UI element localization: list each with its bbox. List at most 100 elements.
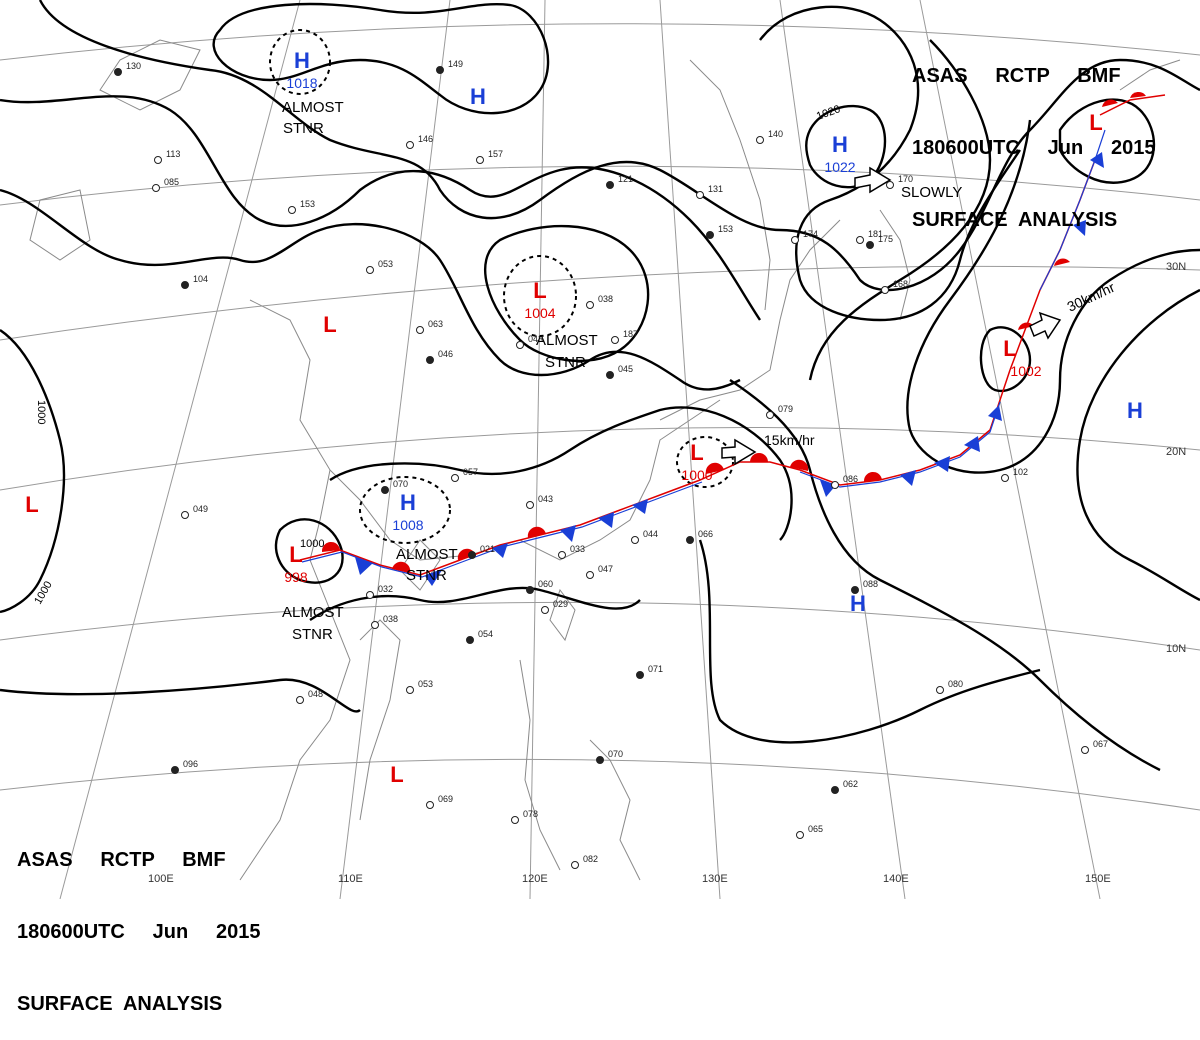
isobar	[309, 586, 641, 621]
station-value: 085	[164, 177, 179, 187]
dashed-centers	[269, 29, 734, 544]
isobar	[38, 0, 1200, 292]
station-value: 080	[948, 679, 963, 689]
station-marker	[586, 301, 594, 309]
station-value: 029	[553, 599, 568, 609]
station-marker	[288, 206, 296, 214]
station-value: 170	[898, 174, 913, 184]
station-marker	[296, 696, 304, 704]
station-value: 048	[308, 689, 323, 699]
station-marker	[468, 551, 476, 559]
station-value: 113	[166, 149, 180, 159]
station-value: 067	[1093, 739, 1108, 749]
station-value: 168	[893, 279, 908, 289]
station-value: 044	[643, 529, 658, 539]
isobar	[0, 188, 741, 391]
station-value: 038	[383, 614, 398, 624]
station-marker	[596, 756, 604, 764]
station-marker	[426, 356, 434, 364]
isobar	[808, 39, 992, 381]
station-value: 021	[480, 544, 495, 554]
station-value: 049	[193, 504, 208, 514]
pressure-value: 1004	[524, 305, 555, 321]
station-value: 181	[868, 229, 883, 239]
station-marker	[436, 66, 444, 74]
station-value: 047	[598, 564, 613, 574]
almost-stnr-label: STNR	[406, 567, 447, 584]
station-marker	[426, 801, 434, 809]
station-marker	[706, 231, 714, 239]
longitude-lines	[59, 0, 1101, 899]
pressure-value: 1022	[824, 159, 855, 175]
station-marker	[571, 861, 579, 869]
low-pressure-center: L	[1003, 336, 1016, 361]
low-pressure-center: L	[323, 312, 336, 337]
high-pressure-center: H	[832, 132, 848, 157]
header-subtitle: SURFACE ANALYSIS	[17, 993, 223, 1015]
almost-stnr-label: ALMOST	[282, 99, 344, 116]
station-value: 054	[478, 629, 493, 639]
isobar	[1058, 98, 1155, 184]
station-value: 062	[843, 779, 858, 789]
lat-label: 20N	[1166, 446, 1186, 458]
pressure-value: 1018	[286, 75, 317, 91]
station-marker	[526, 501, 534, 509]
station-value: 070	[608, 749, 623, 759]
isobar	[483, 224, 650, 363]
station-marker	[381, 486, 389, 494]
station-marker	[114, 68, 122, 76]
station-marker	[636, 671, 644, 679]
station-value: 045	[618, 364, 633, 374]
station-value: 043	[538, 494, 553, 504]
station-marker	[451, 474, 459, 482]
station-marker	[796, 831, 804, 839]
station-value: 175	[878, 234, 893, 244]
lon-label: 130E	[702, 873, 728, 885]
station-marker	[516, 341, 524, 349]
station-value: 187	[623, 329, 638, 339]
station-value: 153	[718, 224, 733, 234]
high-pressure-center: H	[400, 490, 416, 515]
station-marker	[866, 241, 874, 249]
station-value: 086	[843, 474, 858, 484]
isobar	[698, 539, 1041, 744]
station-marker	[154, 156, 162, 164]
isobar	[906, 119, 1200, 474]
pressure-value: 998	[284, 569, 308, 585]
station-marker	[886, 181, 894, 189]
lon-label: 140E	[883, 873, 909, 885]
lon-label: 120E	[522, 873, 548, 885]
station-value: 102	[1013, 467, 1028, 477]
station-marker	[831, 481, 839, 489]
station-value: 033	[570, 544, 585, 554]
station-value: 131	[708, 184, 723, 194]
isobar-label: 1000	[300, 538, 324, 550]
almost-stnr-label: ALMOST	[282, 604, 344, 621]
station-marker	[631, 536, 639, 544]
high-pressure-center: H	[470, 84, 486, 109]
station-value: 038	[598, 294, 613, 304]
header-bottom: ASAS RCTP BMF 180600UTC Jun 2015 SURFACE…	[17, 800, 260, 1040]
station-marker	[152, 184, 160, 192]
almost-stnr-label: ALMOST	[536, 332, 598, 349]
station-value: 149	[448, 59, 463, 69]
station-marker	[791, 236, 799, 244]
station-marker	[541, 606, 549, 614]
station-marker	[181, 511, 189, 519]
station-value: 060	[538, 579, 553, 589]
header-title: ASAS RCTP BMF	[912, 65, 1121, 87]
station-value: 046	[438, 349, 453, 359]
almost-stnr-label: ALMOST	[396, 546, 458, 563]
eastern-front	[799, 91, 1166, 497]
isobar	[979, 326, 1032, 393]
station-value: 130	[126, 61, 141, 71]
almost-stnr-label: STNR	[292, 626, 333, 643]
station-value: 043	[528, 334, 543, 344]
station-marker	[406, 686, 414, 694]
station-marker	[366, 266, 374, 274]
pressure-centers: H1018HH1022H1008HHL1004L1000L998L1002LLL…	[25, 48, 1143, 787]
high-pressure-center: H	[1127, 398, 1143, 423]
isobar	[212, 2, 550, 115]
header-title: ASAS RCTP BMF	[17, 849, 226, 871]
lat-label: 10N	[1166, 643, 1186, 655]
